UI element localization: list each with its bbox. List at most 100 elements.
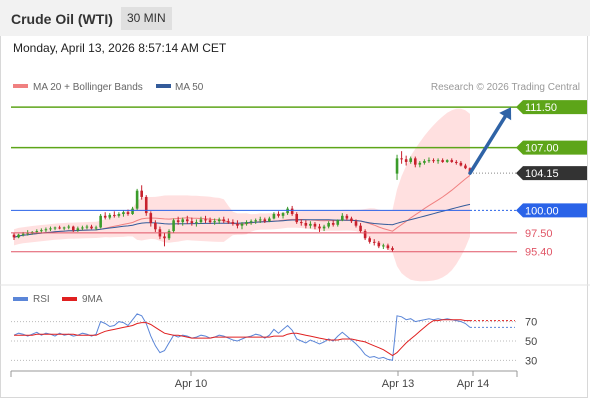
x-axis-label: Apr 13: [382, 378, 414, 390]
candle-body: [163, 236, 166, 239]
candle-body: [395, 158, 399, 174]
main-legend: MA 20 + Bollinger Bands MA 50 Research ©…: [13, 82, 580, 93]
resistance-level-label: 111.50: [525, 102, 557, 114]
candle-body: [445, 160, 449, 162]
ma20-legend-label: MA 20 + Bollinger Bands: [33, 82, 143, 93]
candle-body: [204, 219, 207, 221]
resistance-level-flag: [516, 140, 587, 155]
candle-body: [331, 222, 335, 225]
candle-body: [336, 220, 340, 225]
resistance-level-flag: [516, 100, 587, 115]
candle-body: [350, 218, 353, 222]
candle-body: [113, 214, 116, 216]
candle-body: [213, 221, 216, 223]
candle-body: [254, 220, 257, 222]
support-level-label: 95.40: [525, 247, 553, 259]
candle-body: [418, 162, 422, 165]
candle-body: [231, 222, 235, 224]
candle-body: [268, 218, 271, 222]
candle-body: [459, 162, 463, 166]
candle-body: [382, 245, 385, 247]
candle-body: [21, 233, 25, 235]
pivot-level-label: 100.00: [525, 205, 559, 217]
candle-body: [12, 234, 16, 238]
candle-body: [245, 222, 248, 224]
rsi-tick-label: 50: [525, 336, 537, 348]
candle-body: [304, 222, 308, 226]
candle-body: [76, 228, 80, 231]
candle-body: [181, 219, 185, 223]
candle-body: [322, 226, 326, 229]
candle-body: [363, 231, 367, 239]
candle-body: [309, 223, 312, 226]
candle-body: [135, 190, 139, 209]
candle-body: [40, 230, 43, 232]
candle-body: [236, 223, 239, 226]
x-axis-label: Apr 14: [457, 378, 489, 390]
ma50-legend-label: MA 50: [175, 82, 204, 93]
candle-body: [409, 158, 413, 162]
candle-body: [172, 220, 175, 232]
candle-body: [208, 220, 212, 223]
current-level-label: 104.15: [525, 168, 559, 180]
x-axis-label: Apr 10: [175, 378, 207, 390]
candle-body: [427, 160, 431, 162]
candle-body: [450, 160, 454, 162]
candle-body: [122, 212, 125, 215]
candle-body: [108, 214, 112, 218]
candle-body: [49, 228, 52, 230]
candle-body: [404, 159, 408, 162]
header-bar: Crude Oil (WTI) 30 MIN: [0, 0, 590, 36]
support-level-label: 97.50: [525, 228, 553, 240]
candle-body: [58, 227, 61, 229]
candle-body: [295, 214, 299, 223]
candle-body: [154, 222, 157, 230]
candle-body: [299, 222, 303, 224]
candle-body: [290, 208, 294, 215]
candle-body: [413, 158, 417, 165]
candle-body: [423, 161, 426, 163]
candle-body: [35, 231, 39, 233]
candle-body: [391, 248, 394, 250]
credit-text: Research © 2026 Trading Central: [431, 82, 580, 93]
candle-body: [53, 227, 57, 229]
candle-body: [199, 219, 203, 223]
rsi-legend-label: RSI: [33, 294, 50, 305]
candle-body: [44, 229, 48, 231]
forecast-arrow-shaft: [468, 114, 507, 175]
candle-body: [222, 219, 226, 222]
forecast-arrow-head: [499, 107, 512, 121]
candle-body: [436, 160, 440, 162]
candle-body: [67, 226, 71, 228]
candle-body: [144, 196, 148, 214]
instrument-title: Crude Oil (WTI): [11, 11, 113, 27]
candle-body: [62, 227, 66, 229]
candle-body: [272, 214, 276, 219]
candle-body: [400, 158, 403, 160]
rsi-tick-label: 70: [525, 317, 537, 329]
candle-body: [258, 219, 262, 221]
timestamp: Monday, April 13, 2026 8:57:14 AM CET: [13, 41, 227, 55]
pivot-level-flag: [516, 203, 587, 218]
candle-body: [149, 213, 153, 223]
candle-body: [386, 245, 390, 249]
timeframe-badge[interactable]: 30 MIN: [121, 7, 172, 30]
candle-body: [249, 221, 253, 223]
candle-body: [318, 226, 321, 229]
candle-body: [313, 223, 317, 227]
candle-body: [17, 234, 20, 238]
candle-body: [103, 215, 107, 218]
candle-body: [432, 160, 435, 162]
candle-body: [81, 227, 84, 229]
bollinger-band: [14, 108, 470, 282]
candle-body: [359, 225, 362, 232]
candle-body: [240, 223, 244, 226]
candle-body: [341, 215, 344, 221]
candle-body: [185, 219, 189, 222]
rsi-ma-line: [14, 319, 470, 357]
candle-body: [263, 219, 267, 222]
candle-body: [126, 212, 130, 215]
candle-body: [441, 160, 444, 162]
candle-body: [327, 222, 330, 227]
